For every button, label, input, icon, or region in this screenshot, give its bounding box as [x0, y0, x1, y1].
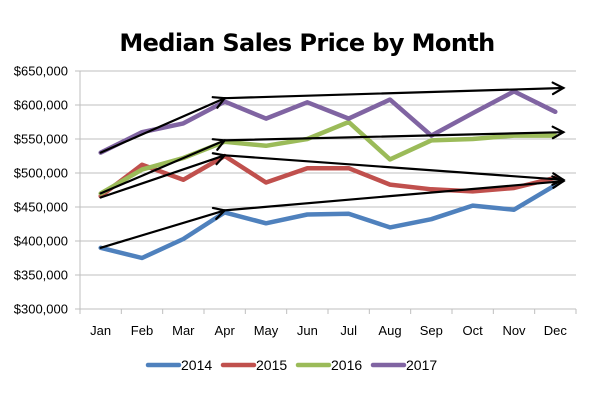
x-tick-label: Feb — [131, 323, 153, 338]
y-tick-label: $400,000 — [14, 234, 68, 249]
y-tick-label: $350,000 — [14, 268, 68, 283]
y-tick-label: $500,000 — [14, 166, 68, 181]
x-tick-label: Apr — [215, 323, 236, 338]
legend-item-2015: 2015 — [220, 357, 287, 373]
x-tick-label: Sep — [420, 323, 443, 338]
trend-arrow-2017 — [223, 81, 566, 100]
arrow-shaft — [223, 154, 565, 181]
legend: 2014 2015 2016 2017 — [145, 357, 437, 373]
arrow-shaft — [223, 86, 565, 100]
series-line-2016 — [98, 119, 558, 196]
arrow-shaft — [223, 180, 565, 212]
arrow-shaft — [99, 139, 226, 195]
x-tick-label: Jan — [90, 323, 111, 338]
axes — [75, 70, 577, 314]
x-axis-tick-labels: Jan Feb Mar Apr May Jun Jul Aug Sep Oct Nov Dec — [90, 323, 567, 338]
arrow-head — [551, 175, 566, 189]
trend-arrows — [99, 81, 566, 249]
legend-item-2014: 2014 — [145, 357, 212, 373]
legend-label: 2014 — [181, 357, 212, 373]
arrow-head — [551, 172, 566, 186]
trend-arrow-2016 — [223, 125, 566, 142]
y-axis-tick-labels: $300,000 $350,000 $400,000 $450,000 $500,000… — [14, 64, 68, 317]
series-line-2014 — [98, 182, 558, 261]
trend-arrow-2015 — [223, 154, 566, 186]
trend-arrow-2015 — [99, 152, 227, 199]
legend-label: 2015 — [256, 357, 287, 373]
arrow-head — [551, 81, 566, 96]
y-tick-label: $600,000 — [14, 98, 68, 113]
series-line-2017 — [98, 89, 558, 155]
y-tick-label: $550,000 — [14, 132, 68, 147]
arrow-shaft — [99, 154, 226, 199]
arrow-shaft — [223, 131, 565, 142]
x-tick-label: Dec — [544, 323, 568, 338]
x-tick-label: Oct — [463, 323, 484, 338]
trend-arrow-2014 — [223, 175, 566, 212]
chart-title: Median Sales Price by Month — [119, 29, 494, 57]
y-tick-label: $450,000 — [14, 200, 68, 215]
legend-item-2017: 2017 — [370, 357, 437, 373]
x-tick-label: May — [254, 323, 279, 338]
legend-label: 2016 — [331, 357, 362, 373]
legend-item-2016: 2016 — [295, 357, 362, 373]
arrow-shaft — [99, 209, 226, 249]
legend-label: 2017 — [406, 357, 437, 373]
y-tick-label: $650,000 — [14, 64, 68, 79]
y-tick-label: $300,000 — [14, 302, 68, 317]
x-tick-label: Aug — [378, 323, 401, 338]
series-line-2015 — [98, 153, 558, 199]
x-tick-label: Jul — [340, 323, 357, 338]
gridlines — [80, 70, 576, 276]
x-tick-label: Mar — [172, 323, 195, 338]
x-tick-label: Jun — [297, 323, 318, 338]
trend-arrow-2014 — [99, 206, 227, 249]
arrow-shaft — [99, 97, 226, 154]
arrow-head — [551, 125, 566, 140]
x-tick-label: Nov — [502, 323, 526, 338]
